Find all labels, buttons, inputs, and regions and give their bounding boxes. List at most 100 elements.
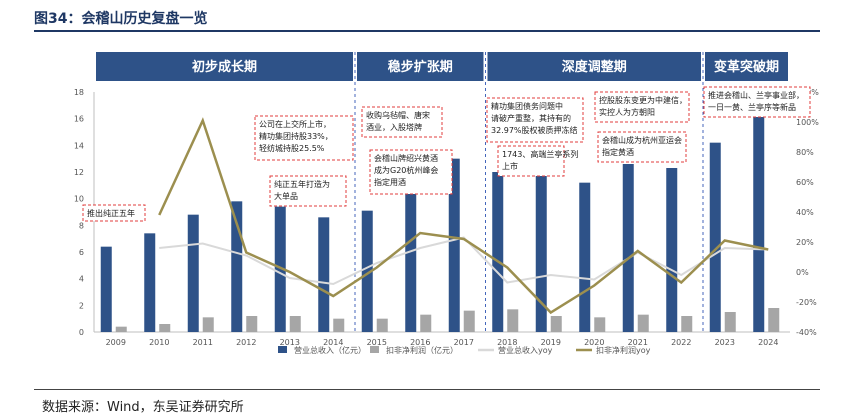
annotation-box [486, 97, 584, 143]
right-tick-label: 60% [796, 178, 814, 187]
left-tick-label: 14 [74, 141, 84, 150]
x-tick-label: 2015 [367, 338, 387, 347]
revenue-bar [709, 142, 721, 332]
chart: 0 2 4 6 8 10 12 14 16 18 -40% -20% 0% 20% 40% 60% 80% 100… [74, 52, 819, 355]
right-tick-label: -40% [796, 328, 817, 337]
x-tick-label: 2014 [323, 338, 343, 347]
annotation-text: 会稽山成为杭州亚运会 [602, 135, 682, 145]
x-tick-label: 2009 [106, 338, 126, 347]
profit-bar [246, 316, 258, 332]
x-tick-label: 2022 [671, 338, 691, 347]
title-rule [34, 30, 820, 32]
revenue-bar [622, 164, 634, 332]
annotation-box [703, 86, 811, 118]
legend-label: 扣非净利润（亿元） [386, 345, 458, 355]
x-tick-label: 2021 [628, 338, 648, 347]
annotation-text: 成为G20杭州峰会 [374, 165, 438, 175]
revenue-bar [405, 192, 417, 332]
x-tick-label: 2013 [280, 338, 300, 347]
left-tick-label: 16 [74, 115, 84, 124]
legend-label: 营业总收入yoy [498, 345, 553, 355]
annotation-box [269, 175, 347, 207]
left-tick-label: 2 [79, 301, 84, 310]
right-tick-label: -20% [796, 298, 817, 307]
left-tick-label: 8 [79, 221, 84, 230]
left-tick-label: 10 [74, 195, 84, 204]
legend-swatch [278, 346, 287, 353]
x-tick-label: 2023 [715, 338, 735, 347]
annotation-text: 公司在上交所上市， [259, 119, 331, 129]
annotation-text: 会稽山牌绍兴黄酒 [374, 153, 438, 163]
annotation-text: 纯正五年打造为 [274, 179, 330, 189]
revenue-bar [666, 168, 678, 332]
x-tick-label: 2011 [193, 338, 213, 347]
x-tick-label: 2020 [584, 338, 604, 347]
phase-label: 稳步扩张期 [388, 59, 453, 75]
annotation-text: 收购乌毡帽、唐宋 [366, 110, 430, 120]
left-tick-label: 12 [74, 168, 84, 177]
annotation-text: 实控人为方朝阳 [599, 107, 655, 117]
figure-title: 图34：会稽山历史复盘一览 [34, 11, 208, 27]
phase-banner [96, 52, 353, 81]
revenue-bar [579, 182, 591, 332]
profit-bar [637, 314, 649, 332]
profit-bar [420, 314, 432, 332]
phase-label: 变革突破期 [714, 59, 779, 75]
annotation-text: 指定用酒 [374, 177, 406, 187]
revenue-bar [535, 174, 547, 332]
revenue-bar [361, 210, 373, 332]
annotation-text: 酒业，入股塔牌 [366, 122, 422, 132]
revenue-bar [492, 172, 504, 332]
legend-label: 营业总收入（亿元） [294, 345, 366, 355]
phase-label: 初步成长期 [192, 59, 257, 75]
annotation-text: 32.97%股权被质押冻结 [491, 125, 578, 135]
profit-bar [768, 308, 780, 332]
source-note: 数据来源：Wind，东吴证券研究所 [42, 400, 244, 415]
revenue-bar [231, 201, 243, 332]
x-tick-label: 2017 [454, 338, 474, 347]
annotation-box [82, 204, 146, 222]
legend-label: 扣非净利润yoy [596, 345, 651, 355]
annotation-box [597, 131, 687, 163]
phase-label: 深度调整期 [562, 59, 627, 75]
annotation-box [497, 145, 565, 177]
right-tick-label: 40% [796, 208, 814, 217]
bottom-rule [34, 389, 820, 390]
profit-bar [289, 316, 301, 332]
left-tick-label: 6 [79, 248, 84, 257]
phase-banner [705, 52, 788, 81]
profit-bar [376, 318, 388, 332]
annotation-box [369, 149, 453, 195]
annotation-text: 请破产重整，其持有的 [491, 113, 571, 123]
phase-banner [357, 52, 484, 81]
revenue-bar [144, 233, 156, 332]
x-tick-label: 2024 [758, 338, 778, 347]
annotation-box [361, 106, 443, 138]
left-tick-label: 18 [74, 88, 84, 97]
profit-bar [594, 317, 606, 332]
right-tick-label: 0% [796, 268, 809, 277]
x-tick-label: 2019 [541, 338, 561, 347]
x-tick-label: 2010 [149, 338, 169, 347]
annotation-text: 一日一黄、兰亭序等新品 [708, 102, 796, 112]
annotation-text: 控股股东变更为中建信， [599, 95, 687, 105]
profit-bar [115, 326, 127, 332]
annotation-text: 1743、高端兰亭系列 [502, 149, 578, 159]
profit-bar [463, 310, 475, 332]
profit-bar [333, 318, 345, 332]
revenue-yoy-line [159, 236, 769, 286]
revenue-bar [274, 206, 286, 332]
revenue-bar [187, 214, 199, 332]
right-tick-label: 20% [796, 238, 814, 247]
annotation-text: 大单品 [274, 191, 298, 201]
profit-yoy-line [158, 117, 769, 315]
revenue-bar [100, 246, 112, 332]
profit-bar [724, 312, 736, 332]
annotation-text: 推出纯正五年 [87, 208, 135, 218]
right-tick-label: 80% [796, 148, 814, 157]
annotation-box [594, 91, 690, 123]
annotation-text: 推进会稽山、兰亭事业部， [708, 90, 804, 100]
profit-bar [681, 316, 693, 332]
right-tick-label: 100% [796, 118, 819, 127]
annotation-text: 精功集团债务问题中 [491, 101, 563, 111]
